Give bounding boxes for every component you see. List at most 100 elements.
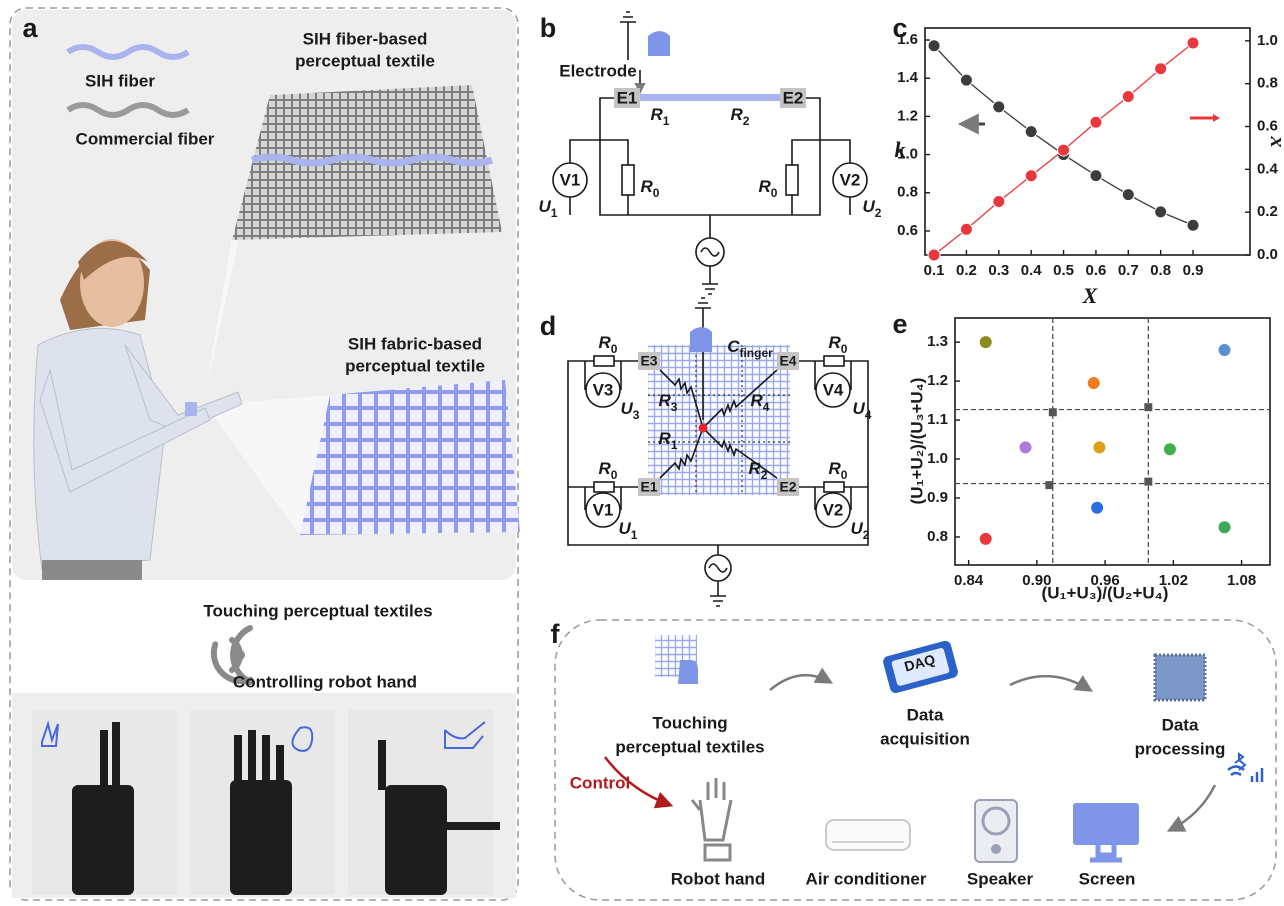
data-point bbox=[980, 336, 992, 348]
symbol-label: U2 bbox=[863, 197, 882, 220]
symbol-main: R bbox=[659, 429, 672, 448]
symbol-main: R bbox=[651, 105, 664, 124]
symbol-subscript: 0 bbox=[653, 186, 660, 200]
data-point bbox=[1122, 91, 1134, 103]
data-point bbox=[1090, 116, 1102, 128]
symbol-subscript: 1 bbox=[663, 114, 670, 128]
legend-text: Commercial fiber bbox=[76, 129, 215, 148]
data-point bbox=[1020, 441, 1032, 453]
label: Data bbox=[907, 705, 944, 724]
symbol-subscript: 0 bbox=[611, 342, 618, 356]
x-tick-label: 0.1 bbox=[924, 262, 945, 279]
symbol-label: R0 bbox=[599, 459, 618, 482]
panel-letter: a bbox=[22, 13, 38, 43]
sih-fiber-in-textile bbox=[252, 157, 492, 163]
label: V3 bbox=[593, 380, 614, 399]
symbol-main: R bbox=[751, 391, 764, 410]
robot-photos bbox=[32, 710, 500, 895]
symbol-label: U3 bbox=[621, 399, 640, 422]
label: SIH fiber-based bbox=[303, 29, 428, 48]
label: E4 bbox=[779, 353, 796, 369]
symbol-subscript: 1 bbox=[671, 438, 678, 452]
y-axis-label: (U₁+U₂)/(U₃+U₄) bbox=[907, 378, 926, 505]
y-tick-label: 0.9 bbox=[927, 489, 948, 506]
x-tick-label: 0.84 bbox=[954, 572, 984, 589]
symbol-subscript: finger bbox=[739, 346, 773, 360]
data-point bbox=[993, 101, 1005, 113]
symbol-main: R bbox=[759, 177, 772, 196]
data-point bbox=[980, 533, 992, 545]
x-tick-label: 0.2 bbox=[956, 262, 977, 279]
symbol-main: R bbox=[731, 105, 744, 124]
symbol-label: R0 bbox=[759, 177, 778, 200]
label: Screen bbox=[1079, 869, 1136, 888]
x-tick-label: 1.08 bbox=[1227, 572, 1256, 589]
x-tick-label: 0.7 bbox=[1118, 262, 1139, 279]
data-point bbox=[1219, 344, 1231, 356]
body: a SIH fiber Commercial fiber SIH fiber-base… bbox=[0, 0, 1284, 906]
y-tick-label: 0.6 bbox=[897, 222, 918, 239]
symbol-label: R0 bbox=[829, 459, 848, 482]
label: SIH fabric-based bbox=[348, 334, 482, 353]
label: acquisition bbox=[880, 729, 970, 748]
symbol-main: U bbox=[621, 399, 634, 418]
symbol-main: U bbox=[853, 399, 866, 418]
y-tick-label: 1.0 bbox=[927, 450, 948, 467]
label: V4 bbox=[823, 380, 844, 399]
symbol-main: C bbox=[727, 337, 740, 356]
data-point bbox=[1164, 443, 1176, 455]
data-point bbox=[960, 223, 972, 235]
panel-letter: e bbox=[892, 309, 907, 339]
label: V2 bbox=[840, 170, 861, 189]
label: Data bbox=[1162, 715, 1199, 734]
data-point bbox=[1058, 144, 1070, 156]
symbol-subscript: 3 bbox=[633, 408, 640, 422]
label: Control bbox=[570, 773, 630, 792]
axis-arrowhead bbox=[1213, 114, 1220, 122]
symbol-main: U bbox=[619, 519, 632, 538]
symbol-subscript: 0 bbox=[611, 468, 618, 482]
data-point bbox=[1093, 441, 1105, 453]
label: Robot hand bbox=[671, 869, 765, 888]
symbol-main: R bbox=[829, 333, 842, 352]
data-point bbox=[1219, 521, 1231, 533]
data-point bbox=[1088, 377, 1100, 389]
symbol-subscript: 2 bbox=[761, 468, 768, 482]
y2-tick-label: 1.0 bbox=[1257, 32, 1278, 49]
label: V2 bbox=[823, 500, 844, 519]
label: E2 bbox=[783, 88, 804, 107]
label: perceptual textile bbox=[345, 356, 485, 375]
label: Touching bbox=[652, 713, 727, 732]
symbol-main: R bbox=[599, 459, 612, 478]
y-tick-label: 1.6 bbox=[897, 31, 918, 48]
symbol-subscript: 1 bbox=[631, 528, 638, 542]
symbol-subscript: 1 bbox=[551, 206, 558, 220]
data-point bbox=[993, 195, 1005, 207]
symbol-label: R0 bbox=[641, 177, 660, 200]
y-axis-label: k bbox=[895, 137, 906, 162]
y-tick-label: 1.2 bbox=[927, 372, 948, 389]
data-point bbox=[1155, 63, 1167, 75]
y-tick-label: 1.3 bbox=[927, 333, 948, 350]
data-point bbox=[1045, 481, 1053, 489]
symbol-main: R bbox=[641, 177, 654, 196]
symbol-main: U bbox=[851, 519, 864, 538]
x-tick-label: 0.4 bbox=[1021, 262, 1043, 279]
panel-letter: f bbox=[551, 619, 561, 649]
panel-letter: d bbox=[540, 311, 557, 341]
x-tick-label: 0.8 bbox=[1150, 262, 1171, 279]
legend-text: SIH fiber bbox=[85, 71, 155, 90]
data-point bbox=[1091, 502, 1103, 514]
y2-tick-label: 0.6 bbox=[1257, 117, 1278, 134]
symbol-label: U4 bbox=[853, 399, 872, 422]
symbol-label: U2 bbox=[851, 519, 870, 542]
y2-axis-label: x bbox=[1266, 136, 1284, 148]
page: Perceptual textile figure {"panels": { "… bbox=[0, 0, 1284, 906]
label: processing bbox=[1135, 739, 1226, 758]
symbol-subscript: 4 bbox=[763, 400, 770, 414]
y-tick-label: 0.8 bbox=[897, 184, 918, 201]
figure: a SIH fiber Commercial fiber SIH fiber-base… bbox=[0, 0, 1284, 906]
data-point bbox=[1025, 126, 1037, 138]
y-tick-label: 0.8 bbox=[927, 528, 948, 545]
x-tick-label: 0.5 bbox=[1053, 262, 1074, 279]
